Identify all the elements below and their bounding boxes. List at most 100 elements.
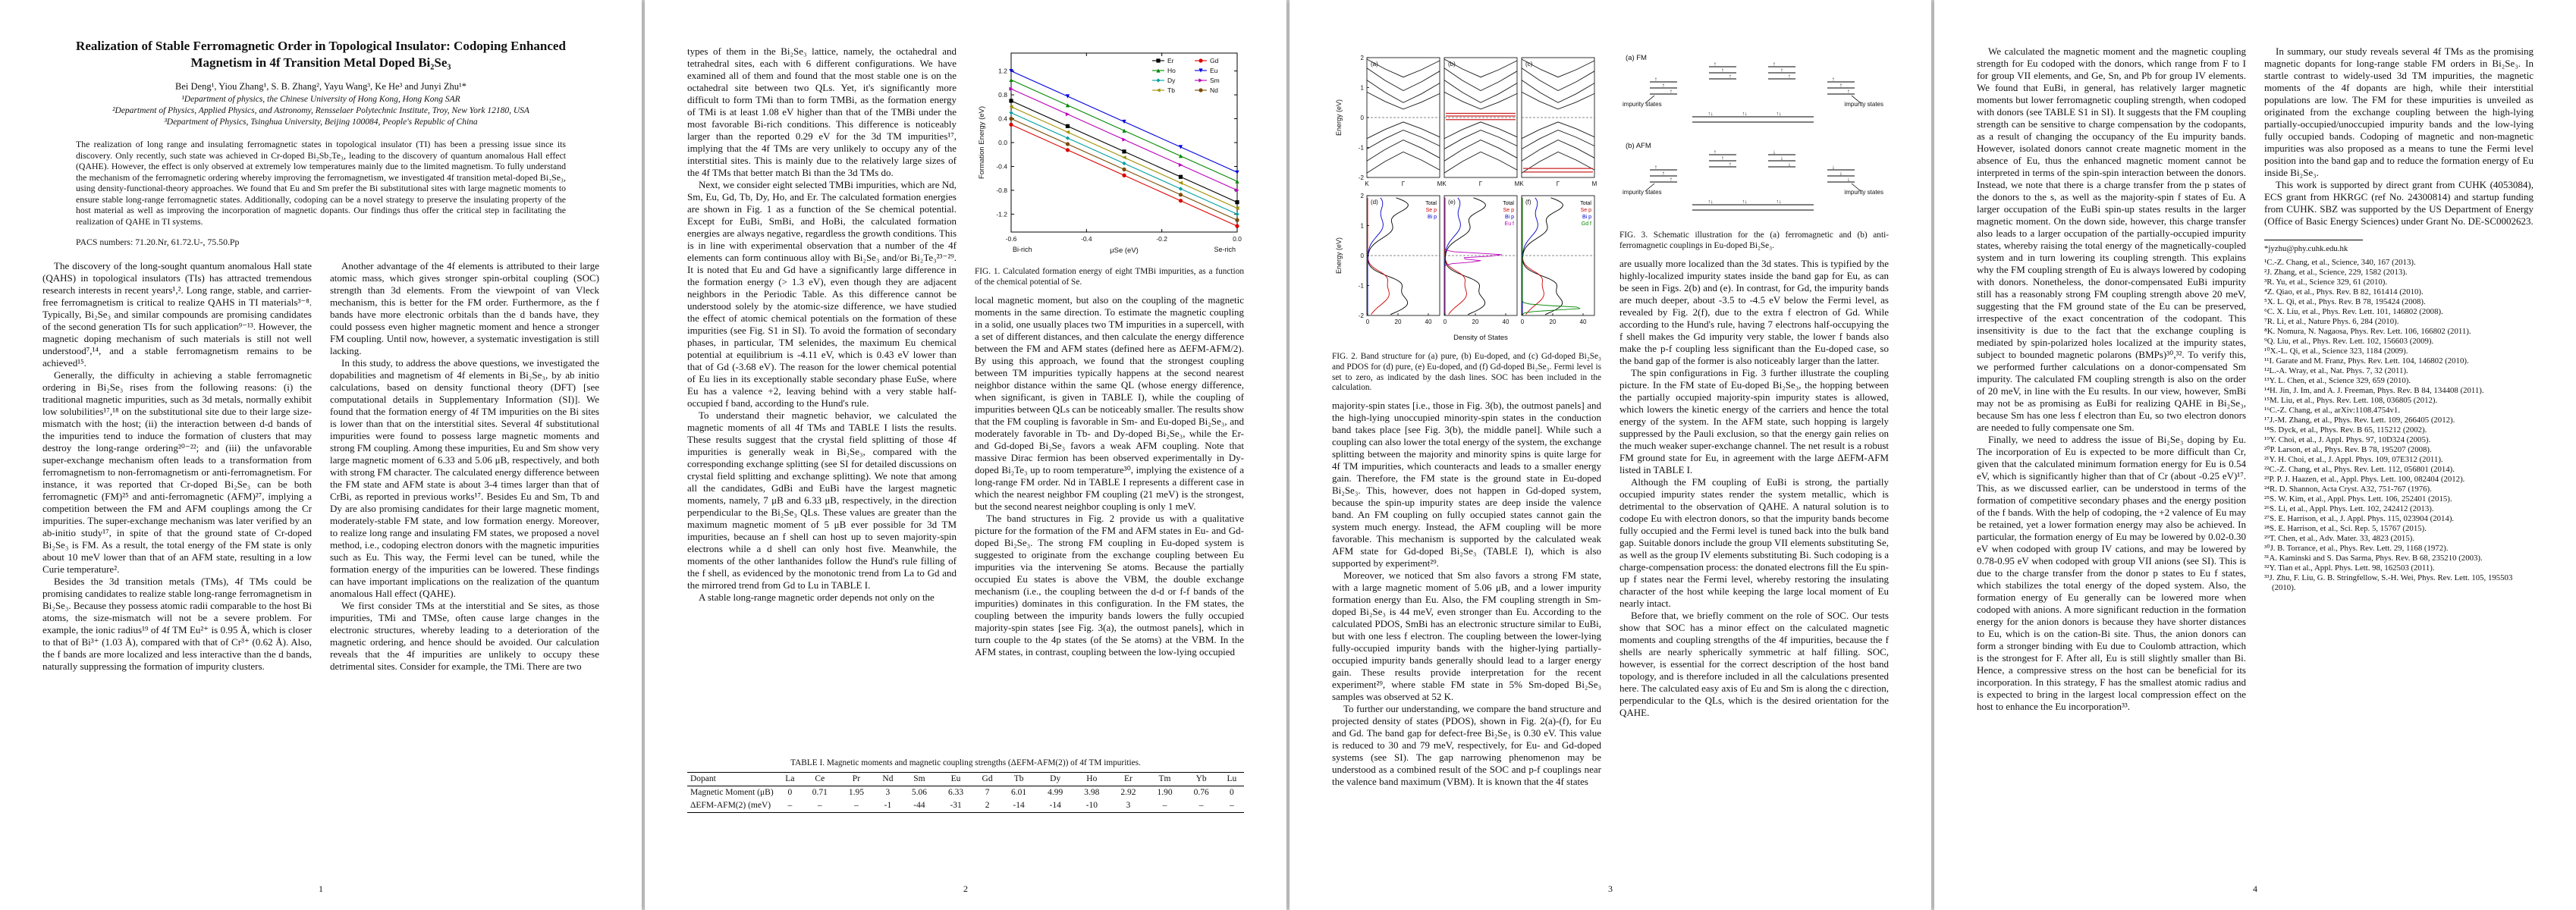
- table-cell: 0: [787, 788, 793, 798]
- fig2-caption: FIG. 2. Band structure for (a) pure, (b)…: [1332, 352, 1601, 393]
- table-column-header: Gd: [974, 772, 1001, 786]
- chart-label: Energy (eV): [1335, 99, 1343, 136]
- table-cell: -1: [884, 801, 892, 811]
- chart-label: (a): [1371, 61, 1378, 67]
- page2-column-2-text: local magnetic moment, but also on the c…: [975, 294, 1244, 658]
- table-cell: -14: [1013, 801, 1025, 811]
- chart-label: 1: [1361, 223, 1365, 230]
- table-cell: –: [854, 801, 859, 811]
- table-cell: 1.95: [848, 788, 864, 798]
- chart-label: ↑: [1714, 61, 1717, 67]
- table-cell: 0.71: [812, 788, 828, 798]
- chart-label: ↑↓: [1776, 199, 1782, 205]
- reference-item: ³R. Yu, et al., Science 329, 61 (2010).: [2264, 278, 2388, 287]
- paragraph: majority-spin states [i.e., those in Fig…: [1332, 400, 1601, 570]
- paragraph: are usually more localized than the 3d s…: [1619, 257, 1889, 366]
- page1-column-2: Another advantage of the 4f elements is …: [330, 260, 599, 791]
- chart-label: Se-rich: [1214, 246, 1236, 253]
- page4-column-2-text: In summary, our study reveals several 4f…: [2264, 46, 2534, 228]
- chart-label: 20: [1395, 318, 1402, 325]
- reference-item: ²⁶S. Li, et al., Appl. Phys. Lett. 102, …: [2264, 504, 2434, 513]
- chart-label: ↑: [1714, 149, 1717, 155]
- pacs-line: PACS numbers: 71.20.Nr, 61.72.U-, 75.50.…: [76, 237, 240, 247]
- chart-label: Eu f: [1505, 221, 1515, 227]
- chart-label: impurity states: [1844, 189, 1883, 196]
- series-marker: [1065, 112, 1070, 117]
- chart-label: ↑: [1670, 176, 1673, 183]
- reference-item: ¹⁵M. Liu, et al., Phys. Rev. Lett. 108, …: [2264, 396, 2438, 405]
- chart-label: -0.8: [996, 187, 1007, 194]
- chart-label: Total: [1580, 201, 1591, 206]
- series-marker: [1178, 174, 1183, 179]
- reference-item: ³²Y. Tian et al., Appl. Phys. Lett. 98, …: [2264, 563, 2435, 573]
- chart-label: (a) FM: [1626, 54, 1647, 62]
- chart-label: Se p: [1426, 208, 1437, 213]
- reference-item: ²¹Y. H. Choi, et al., J. Appl. Phys. 109…: [2264, 455, 2443, 464]
- chart-label: ↑: [1847, 88, 1850, 95]
- fig2-dos-Eu-f: [1444, 197, 1502, 315]
- table-cell: 4.99: [1048, 788, 1063, 798]
- reference-item: ²⁷S. E. Harrison, et al., J. Appl. Phys.…: [2264, 514, 2455, 523]
- title-line-2: Magnetism in 4f Transition Metal Doped B…: [190, 55, 451, 70]
- page2-column-2: -0.6 -0.4 -0.2 0.0 -1.2 -0.8 -0.4 0.0 0.4 0.8 1.2 B…: [975, 46, 1244, 751]
- chart-label: ↑: [1729, 161, 1732, 168]
- series-marker: [1235, 188, 1239, 193]
- series-marker: [1235, 200, 1239, 205]
- paragraph: We calculated the magnetic moment and th…: [1977, 46, 2246, 433]
- table-cell: 2: [985, 801, 990, 811]
- series-marker: [1235, 224, 1239, 228]
- figure-1: -0.6 -0.4 -0.2 0.0 -1.2 -0.8 -0.4 0.0 0.4 0.8 1.2 B…: [975, 47, 1244, 288]
- table1-caption: TABLE I. Magnetic moments and magnetic c…: [790, 758, 1141, 767]
- page4-column-1: We calculated the magnetic moment and th…: [1977, 46, 2246, 851]
- series-marker: [1235, 179, 1239, 184]
- series-marker: [1156, 68, 1161, 73]
- reference-item: ²⁵S. W. Kim, et al., Appl. Phys. Lett. 1…: [2264, 494, 2452, 504]
- reference-item: ¹²L.-A. Wray, et al., Nat. Phys. 7, 32 (…: [2264, 366, 2408, 375]
- reference-item: ¹⁹Y. Choi, et al., J. Appl. Phys. 97, 10…: [2264, 435, 2431, 444]
- chart-label: 40: [1425, 318, 1432, 325]
- page3-column-1-text: majority-spin states [i.e., those in Fig…: [1332, 400, 1601, 788]
- reference-item: ²⁴R. D. Shannon, Acta Cryst. A32, 751-76…: [2264, 485, 2432, 494]
- chart-label: 0: [1444, 318, 1447, 325]
- chart-label: K: [1442, 180, 1447, 187]
- series-marker: [1178, 154, 1183, 158]
- series-marker: [1178, 199, 1183, 203]
- fig2-chart: (a) K Γ M -2 -1 0 1 2 (b) K Γ M (c) K Γ M Total Se p Bi p (d…: [1335, 55, 1597, 342]
- paragraph: Another advantage of the 4f elements is …: [330, 260, 599, 356]
- references: ¹C.-Z. Chang, et al., Science, 340, 167 …: [2264, 258, 2534, 593]
- reference-item: ¹¹I. Garate and M. Franz, Phys. Rev. Let…: [2264, 356, 2469, 366]
- table-cell: -44: [913, 801, 925, 811]
- page3-column-2: (a) FM ↑ ↑ ↑ ↑ ↑ ↑ ↑ ↑ ↑ ↑ ↑ ↑ ↑↓ ↑↓ ↑↓ impurity states i…: [1619, 46, 1889, 851]
- page-number: 3: [1608, 883, 1613, 894]
- chart-label: 20: [1472, 318, 1479, 325]
- table-cell: -14: [1049, 801, 1061, 811]
- page-1: Realization of Stable Ferromagnetic Orde…: [0, 0, 642, 910]
- chart-label: Gd: [1210, 57, 1219, 64]
- chart-label: ↑: [1670, 88, 1673, 95]
- chart-label: ↓: [1832, 164, 1835, 171]
- chart-label: -0.4: [1081, 235, 1092, 243]
- page4-columns: We calculated the magnetic moment and th…: [1977, 46, 2534, 851]
- affiliation-3: ³Department of Physics, Tsinghua Univers…: [164, 118, 478, 127]
- series-marker: [1065, 130, 1070, 134]
- table-column-header: Tm: [1146, 772, 1183, 786]
- chart-label: ↑: [1662, 82, 1665, 89]
- table-column-header: Eu: [938, 772, 975, 786]
- paragraph: We first consider TMs at the interstitia…: [330, 600, 599, 672]
- chart-label: 0: [1521, 318, 1525, 325]
- paragraph: In summary, our study reveals several 4f…: [2264, 46, 2534, 178]
- table-column-header: Dopant: [687, 772, 778, 786]
- chart-label: ↑: [1721, 155, 1724, 162]
- chart-label: Bi-rich: [1013, 246, 1032, 253]
- chart-label: ↑: [1832, 76, 1835, 83]
- reference-item: ¹C.-Z. Chang, et al., Science, 340, 167 …: [2264, 258, 2416, 267]
- chart-label: ↓: [1839, 170, 1842, 177]
- paragraph: In this study, to address the above ques…: [330, 357, 599, 599]
- chart-label: Tb: [1167, 86, 1175, 94]
- page3-column-1: (a) K Γ M -2 -1 0 1 2 (b) K Γ M (c) K Γ M Total Se p Bi p (d…: [1332, 46, 1601, 851]
- page-2: types of them in the Bi₂Se₃ lattice, nam…: [645, 0, 1286, 910]
- table-cell: 3: [1126, 801, 1131, 811]
- chart-label: -1: [1359, 145, 1365, 152]
- series-marker: [1122, 137, 1126, 142]
- chart-label: Nd: [1210, 86, 1218, 94]
